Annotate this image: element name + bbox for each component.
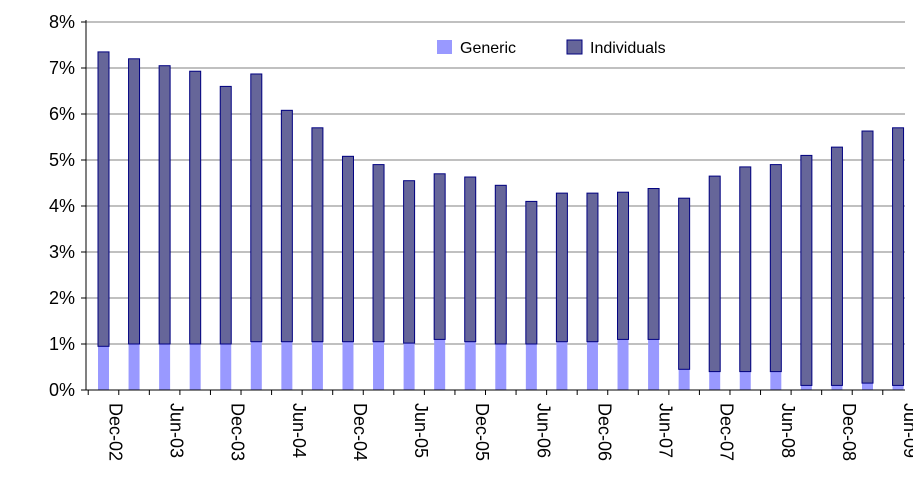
x-tick-label: Jun-04 xyxy=(289,403,309,458)
legend: Generic Individuals xyxy=(437,39,666,57)
bar-individuals xyxy=(892,127,905,386)
x-tick-label: Jun-03 xyxy=(167,403,187,458)
legend-swatch-individuals xyxy=(566,39,583,55)
bar-generic xyxy=(709,371,721,390)
y-tick-label: 8% xyxy=(49,12,75,32)
x-tick-label: Dec-07 xyxy=(717,403,737,461)
y-tick-label: 0% xyxy=(49,380,75,400)
y-tick-label: 6% xyxy=(49,104,75,124)
bar-generic xyxy=(556,341,568,390)
y-tick-label: 3% xyxy=(49,242,75,262)
y-tick-label: 7% xyxy=(49,58,75,78)
bar-individuals xyxy=(128,58,141,345)
bar-individuals xyxy=(372,164,385,343)
x-tick-label: Dec-05 xyxy=(472,403,492,461)
bar-generic xyxy=(159,344,171,390)
x-tick-labels: Dec-02 Jun-03 Dec-03 Jun-04 Dec-04 Jun-05 Dec-… xyxy=(106,403,913,461)
bar-generic xyxy=(862,383,873,390)
x-tick-label: Jun-06 xyxy=(533,403,553,458)
bar-individuals xyxy=(525,200,538,345)
bar-individuals xyxy=(708,175,721,373)
bar-individuals xyxy=(617,191,630,340)
bar-individuals xyxy=(739,166,752,373)
bar-generic xyxy=(800,385,812,390)
bar-generic xyxy=(342,341,354,390)
bar-generic xyxy=(617,339,629,390)
legend-label-generic: Generic xyxy=(460,40,516,57)
bar-individuals xyxy=(800,154,813,386)
bar-individuals xyxy=(189,70,202,345)
bar-individuals xyxy=(830,146,843,386)
bar-generic xyxy=(98,346,109,390)
bar-generic xyxy=(648,339,660,390)
bar-individuals xyxy=(861,130,874,384)
bar-individuals xyxy=(311,127,324,343)
bar-individuals xyxy=(586,192,599,343)
bar-generic xyxy=(525,344,537,390)
bar-generic xyxy=(770,371,782,390)
bar-generic xyxy=(128,344,140,390)
bar-individuals xyxy=(494,184,507,345)
bar-generic xyxy=(373,341,385,390)
axes xyxy=(81,20,905,395)
bar-individuals xyxy=(280,109,293,343)
bar-individuals xyxy=(341,155,354,343)
bar-generic xyxy=(586,341,598,390)
bar-generic xyxy=(739,371,751,390)
bar-generic xyxy=(892,385,904,390)
y-tick-label: 1% xyxy=(49,334,75,354)
bar-individuals xyxy=(97,51,110,347)
bar-generic xyxy=(678,369,690,390)
y-tick-label: 4% xyxy=(49,196,75,216)
legend-label-individuals: Individuals xyxy=(590,40,666,57)
bar-individuals xyxy=(555,192,568,343)
bar-individuals xyxy=(464,176,477,343)
y-tick-label: 5% xyxy=(49,150,75,170)
bar-generic xyxy=(831,385,843,390)
bar-generic xyxy=(464,341,476,390)
bar-generic xyxy=(220,344,232,390)
bar-generic xyxy=(495,344,507,390)
x-tick-label: Dec-04 xyxy=(350,403,370,461)
x-tick-label: Jun-05 xyxy=(411,403,431,458)
x-tick-label: Jun-07 xyxy=(656,403,676,458)
x-tick-label: Dec-06 xyxy=(594,403,614,461)
bar-generic xyxy=(281,341,293,390)
bar-individuals xyxy=(678,197,691,370)
y-tick-labels: 0% 1% 2% 3% 4% 5% 6% 7% 8% xyxy=(49,12,75,400)
bars xyxy=(97,51,905,390)
x-tick-label: Dec-08 xyxy=(839,403,859,461)
bar-individuals xyxy=(647,188,660,340)
bar-generic xyxy=(403,343,415,390)
x-tick-label: Jun-09 xyxy=(900,403,913,458)
x-tick-label: Jun-08 xyxy=(778,403,798,458)
bar-generic xyxy=(434,339,446,390)
legend-swatch-generic xyxy=(437,40,452,54)
bar-individuals xyxy=(219,85,232,345)
x-tick-label: Dec-02 xyxy=(106,403,126,461)
x-tick-label: Dec-03 xyxy=(228,403,248,461)
bar-individuals xyxy=(158,65,171,345)
bar-individuals xyxy=(403,180,416,344)
bar-individuals xyxy=(250,73,263,343)
bar-generic xyxy=(311,341,323,390)
bar-individuals xyxy=(433,173,446,340)
bar-generic xyxy=(250,341,262,390)
bar-generic xyxy=(189,344,201,390)
y-tick-label: 2% xyxy=(49,288,75,308)
bar-individuals xyxy=(769,164,782,373)
